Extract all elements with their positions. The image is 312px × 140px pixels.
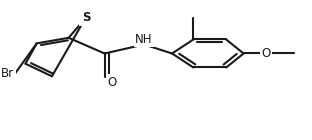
Text: S: S bbox=[82, 11, 90, 24]
Text: Br: Br bbox=[1, 67, 14, 80]
Text: O: O bbox=[261, 47, 271, 60]
Text: O: O bbox=[107, 76, 116, 89]
Text: NH: NH bbox=[135, 33, 153, 46]
